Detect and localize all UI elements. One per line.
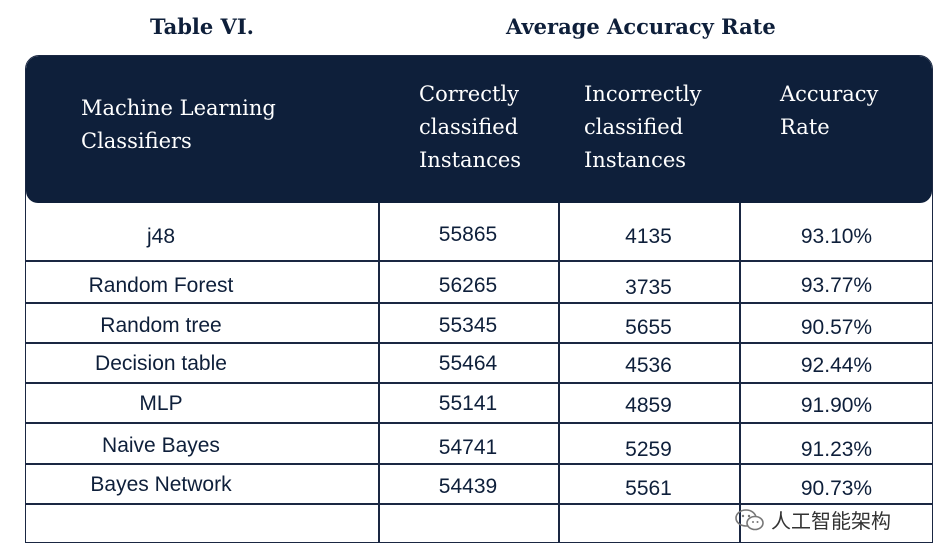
cell-correct: 55464	[438, 352, 498, 375]
cell-accuracy: 90.73%	[800, 477, 873, 500]
header-line: Incorrectly	[584, 82, 702, 106]
cell-incorrect: 5655	[625, 316, 672, 339]
header-line: Machine Learning	[81, 96, 276, 120]
row-divider	[26, 342, 932, 344]
watermark: 人工智能架构	[735, 505, 891, 534]
cell-classifier: MLP	[139, 392, 183, 415]
cell-incorrect: 5561	[625, 477, 672, 500]
header-line: classified	[419, 115, 519, 139]
cell-incorrect: 5259	[625, 438, 672, 461]
table-title: Average Accuracy Rate	[506, 14, 776, 39]
header-incorrect: Incorrectly classified Instances	[584, 78, 744, 177]
table-header: Machine Learning Classifiers Correctly c…	[26, 56, 932, 203]
row-divider	[26, 503, 932, 505]
cell-accuracy: 91.90%	[800, 394, 873, 417]
cell-correct: 54741	[438, 436, 498, 459]
cell-correct: 56265	[438, 274, 498, 297]
cell-correct: 55865	[438, 223, 498, 246]
watermark-text: 人工智能架构	[771, 509, 891, 533]
cell-incorrect: 4135	[625, 225, 672, 248]
cell-classifier: Decision table	[95, 352, 227, 375]
header-line: Classifiers	[81, 129, 192, 153]
row-divider	[26, 422, 932, 424]
cell-correct: 55141	[438, 392, 498, 415]
column-divider	[739, 203, 741, 542]
row-divider	[26, 260, 932, 262]
accuracy-table: Machine Learning Classifiers Correctly c…	[25, 55, 933, 543]
cell-correct: 54439	[438, 475, 498, 498]
cell-classifier: Random tree	[100, 314, 222, 337]
cell-classifier: Naive Bayes	[102, 434, 220, 457]
row-divider	[26, 382, 932, 384]
cell-accuracy: 92.44%	[800, 354, 873, 377]
header-correct: Correctly classified Instances	[419, 78, 569, 177]
header-line: Instances	[584, 148, 687, 172]
cell-accuracy: 91.23%	[800, 438, 873, 461]
table-caption: Table VI.	[150, 14, 254, 39]
header-accuracy: Accuracy Rate	[780, 78, 920, 144]
cell-correct: 55345	[438, 314, 498, 337]
cell-incorrect: 4536	[625, 354, 672, 377]
header-line: Rate	[780, 115, 830, 139]
header-classifiers: Machine Learning Classifiers	[81, 92, 381, 158]
header-line: Correctly	[419, 82, 519, 106]
cell-classifier: Random Forest	[88, 274, 234, 297]
column-divider	[558, 203, 560, 542]
header-line: Instances	[419, 148, 522, 172]
column-divider	[378, 203, 380, 542]
header-line: classified	[584, 115, 684, 139]
cell-classifier: j48	[146, 225, 176, 248]
cell-classifier: Bayes Network	[90, 473, 232, 496]
header-line: Accuracy	[780, 82, 879, 106]
cell-accuracy: 93.77%	[800, 274, 873, 297]
cell-incorrect: 4859	[625, 394, 672, 417]
cell-accuracy: 93.10%	[800, 225, 873, 248]
cell-accuracy: 90.57%	[800, 316, 873, 339]
wechat-icon	[735, 508, 765, 532]
cell-incorrect: 3735	[625, 276, 672, 299]
row-divider	[26, 463, 932, 465]
row-divider	[26, 302, 932, 304]
